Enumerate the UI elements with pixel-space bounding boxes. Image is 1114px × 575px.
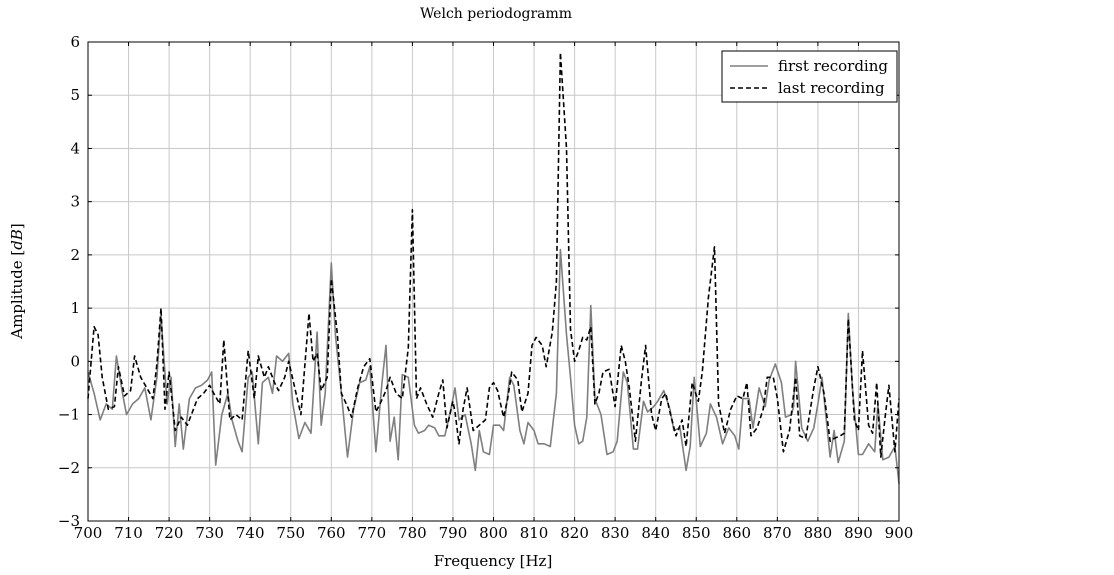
- y-tick-label: 3: [70, 193, 80, 211]
- y-tick-label: 4: [70, 139, 80, 157]
- legend-label-last-recording: last recording: [778, 79, 885, 97]
- series-layer: [87, 51, 900, 484]
- y-tick-label: 1: [70, 299, 80, 317]
- legend-box: [721, 50, 898, 103]
- x-axis-label: Frequency [Hz]: [434, 552, 553, 570]
- x-tick-label: 730: [195, 524, 224, 542]
- series-line-first-recording: [87, 248, 900, 484]
- x-tick-label: 900: [885, 524, 914, 542]
- x-tick-label: 720: [155, 524, 184, 542]
- x-tick-label: 860: [722, 524, 751, 542]
- x-tick-label: 870: [763, 524, 792, 542]
- y-tick-label: 5: [70, 86, 80, 104]
- x-tick-label: 760: [317, 524, 346, 542]
- x-tick-label: 810: [520, 524, 549, 542]
- legend: first recording last recording: [721, 50, 898, 103]
- chart-title: Welch periodogramm: [420, 6, 572, 22]
- x-tick-label: 700: [74, 524, 103, 542]
- y-tick-label: 0: [70, 352, 80, 370]
- y-tick-label: 6: [70, 33, 80, 51]
- x-tick-label: 780: [398, 524, 427, 542]
- x-tick-label: 710: [114, 524, 143, 542]
- x-axis-ticks: 700 710 720 730 740 750 760 770 780 790 800 810 820 8…: [74, 42, 914, 542]
- y-tick-label: −1: [58, 406, 80, 424]
- x-tick-label: 890: [844, 524, 873, 542]
- y-tick-label: 2: [70, 246, 80, 264]
- y-tick-label: −3: [58, 512, 80, 530]
- legend-label-first-recording: first recording: [778, 57, 888, 75]
- x-tick-label: 850: [682, 524, 711, 542]
- x-tick-label: 840: [641, 524, 670, 542]
- x-tick-label: 740: [236, 524, 265, 542]
- y-tick-label: −2: [58, 459, 80, 477]
- x-tick-label: 750: [276, 524, 305, 542]
- x-tick-label: 800: [479, 524, 508, 542]
- grid: [87, 41, 900, 522]
- y-axis-ticks: −3 −2 −1 0 1 2 3 4 5 6: [58, 33, 899, 530]
- x-tick-label: 770: [358, 524, 387, 542]
- x-tick-label: 790: [439, 524, 468, 542]
- x-tick-label: 820: [560, 524, 589, 542]
- y-axis-label: Amplitude [dB]: [8, 223, 26, 340]
- x-tick-label: 830: [601, 524, 630, 542]
- series-line-last-recording: [87, 51, 900, 458]
- x-tick-label: 880: [804, 524, 833, 542]
